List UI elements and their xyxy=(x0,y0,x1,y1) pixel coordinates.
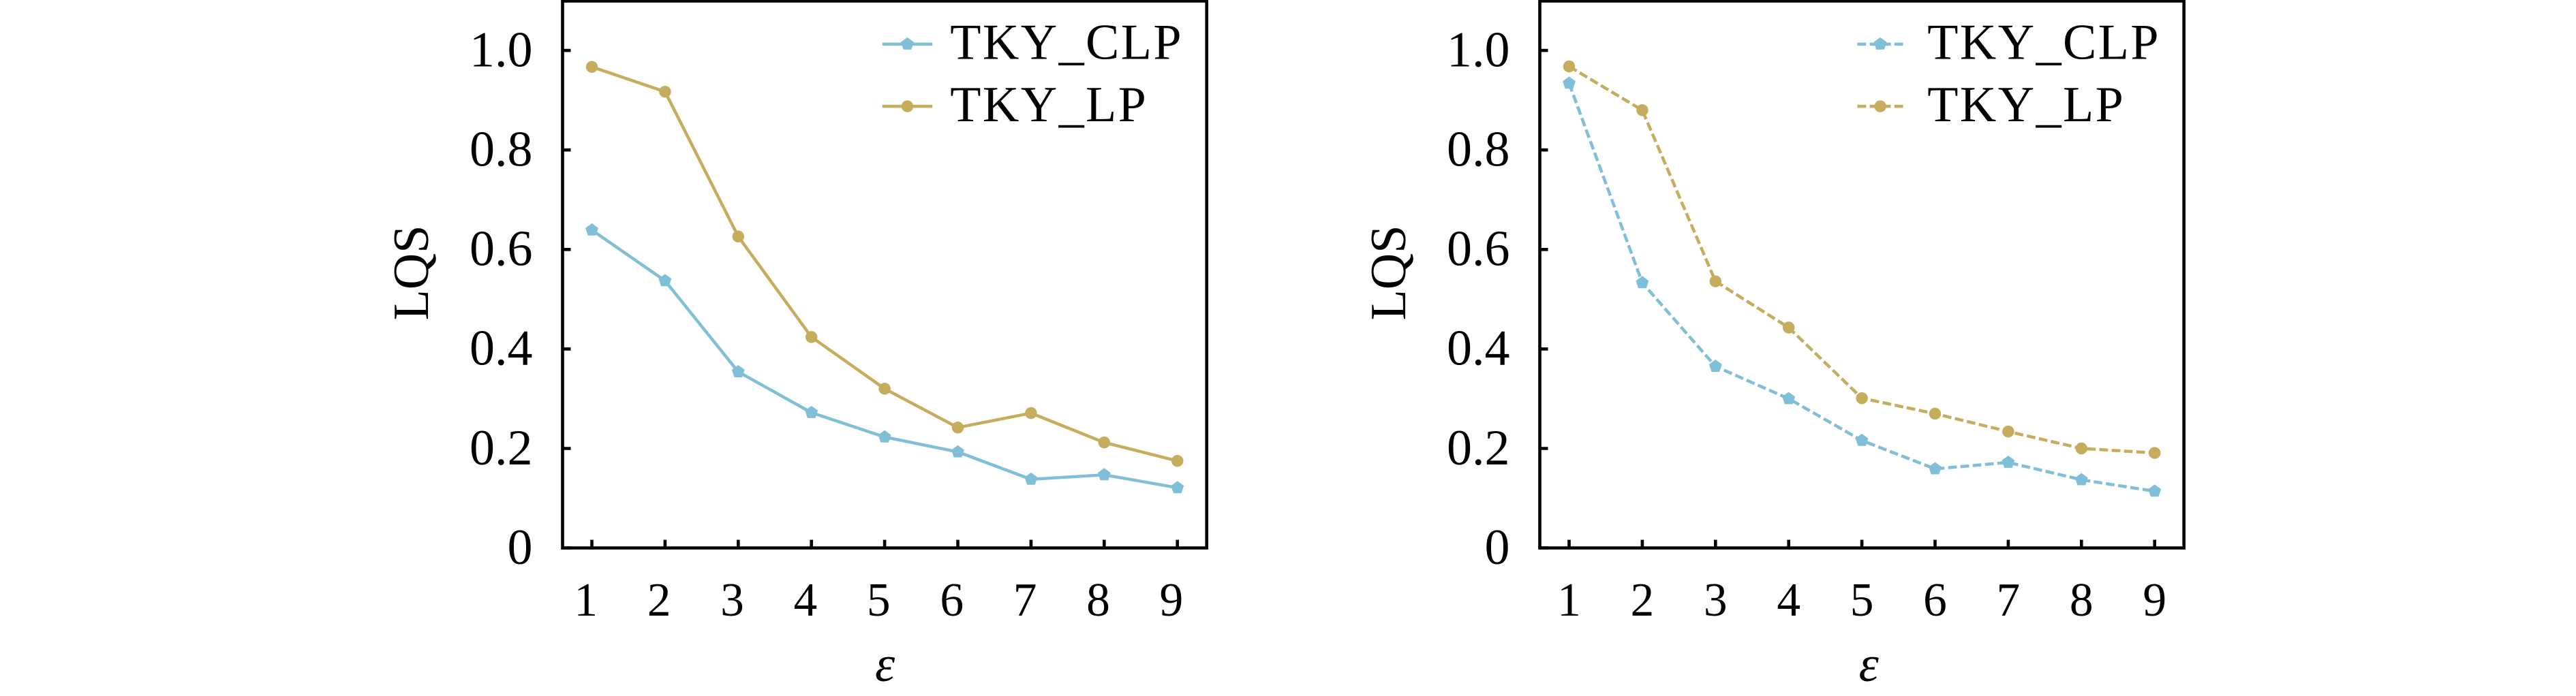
svg-text:3: 3 xyxy=(720,574,744,627)
svg-text:0.4: 0.4 xyxy=(470,321,533,377)
svg-text:1.0: 1.0 xyxy=(470,22,533,78)
svg-text:2: 2 xyxy=(647,574,671,627)
svg-text:1: 1 xyxy=(1557,574,1581,627)
svg-text:LQS: LQS xyxy=(384,225,440,321)
svg-text:0.6: 0.6 xyxy=(1447,221,1510,277)
svg-text:7: 7 xyxy=(1997,574,2021,627)
svg-text:0: 0 xyxy=(1485,520,1510,575)
svg-text:1: 1 xyxy=(574,574,598,627)
svg-text:6: 6 xyxy=(1923,574,1947,627)
svg-text:4: 4 xyxy=(1777,574,1800,627)
svg-text:8: 8 xyxy=(2070,574,2094,627)
svg-text:5: 5 xyxy=(1850,574,1874,627)
svg-text:4: 4 xyxy=(794,574,818,627)
svg-text:2: 2 xyxy=(1631,574,1655,627)
svg-text:0.6: 0.6 xyxy=(470,221,533,277)
svg-text:TKY_CLP: TKY_CLP xyxy=(1927,15,2160,71)
svg-text:8: 8 xyxy=(1086,574,1110,627)
svg-text:0: 0 xyxy=(508,520,533,575)
svg-text:0.2: 0.2 xyxy=(1447,420,1510,476)
svg-text:ε: ε xyxy=(1859,637,1880,693)
svg-text:TKY_LP: TKY_LP xyxy=(1927,77,2125,133)
svg-text:7: 7 xyxy=(1013,574,1037,627)
svg-text:1.0: 1.0 xyxy=(1447,22,1510,78)
svg-text:0.4: 0.4 xyxy=(1447,321,1510,377)
svg-text:0.2: 0.2 xyxy=(470,420,533,476)
svg-text:0.8: 0.8 xyxy=(1447,122,1510,178)
svg-text:TKY_CLP: TKY_CLP xyxy=(950,15,1183,71)
svg-text:5: 5 xyxy=(867,574,891,627)
svg-text:ε: ε xyxy=(875,637,895,693)
svg-text:9: 9 xyxy=(1160,574,1184,627)
svg-text:3: 3 xyxy=(1704,574,1728,627)
svg-text:9: 9 xyxy=(2143,574,2166,627)
svg-text:6: 6 xyxy=(940,574,964,627)
svg-text:LQS: LQS xyxy=(1361,225,1417,321)
svg-text:0.8: 0.8 xyxy=(470,122,533,178)
svg-text:TKY_LP: TKY_LP xyxy=(950,77,1148,133)
